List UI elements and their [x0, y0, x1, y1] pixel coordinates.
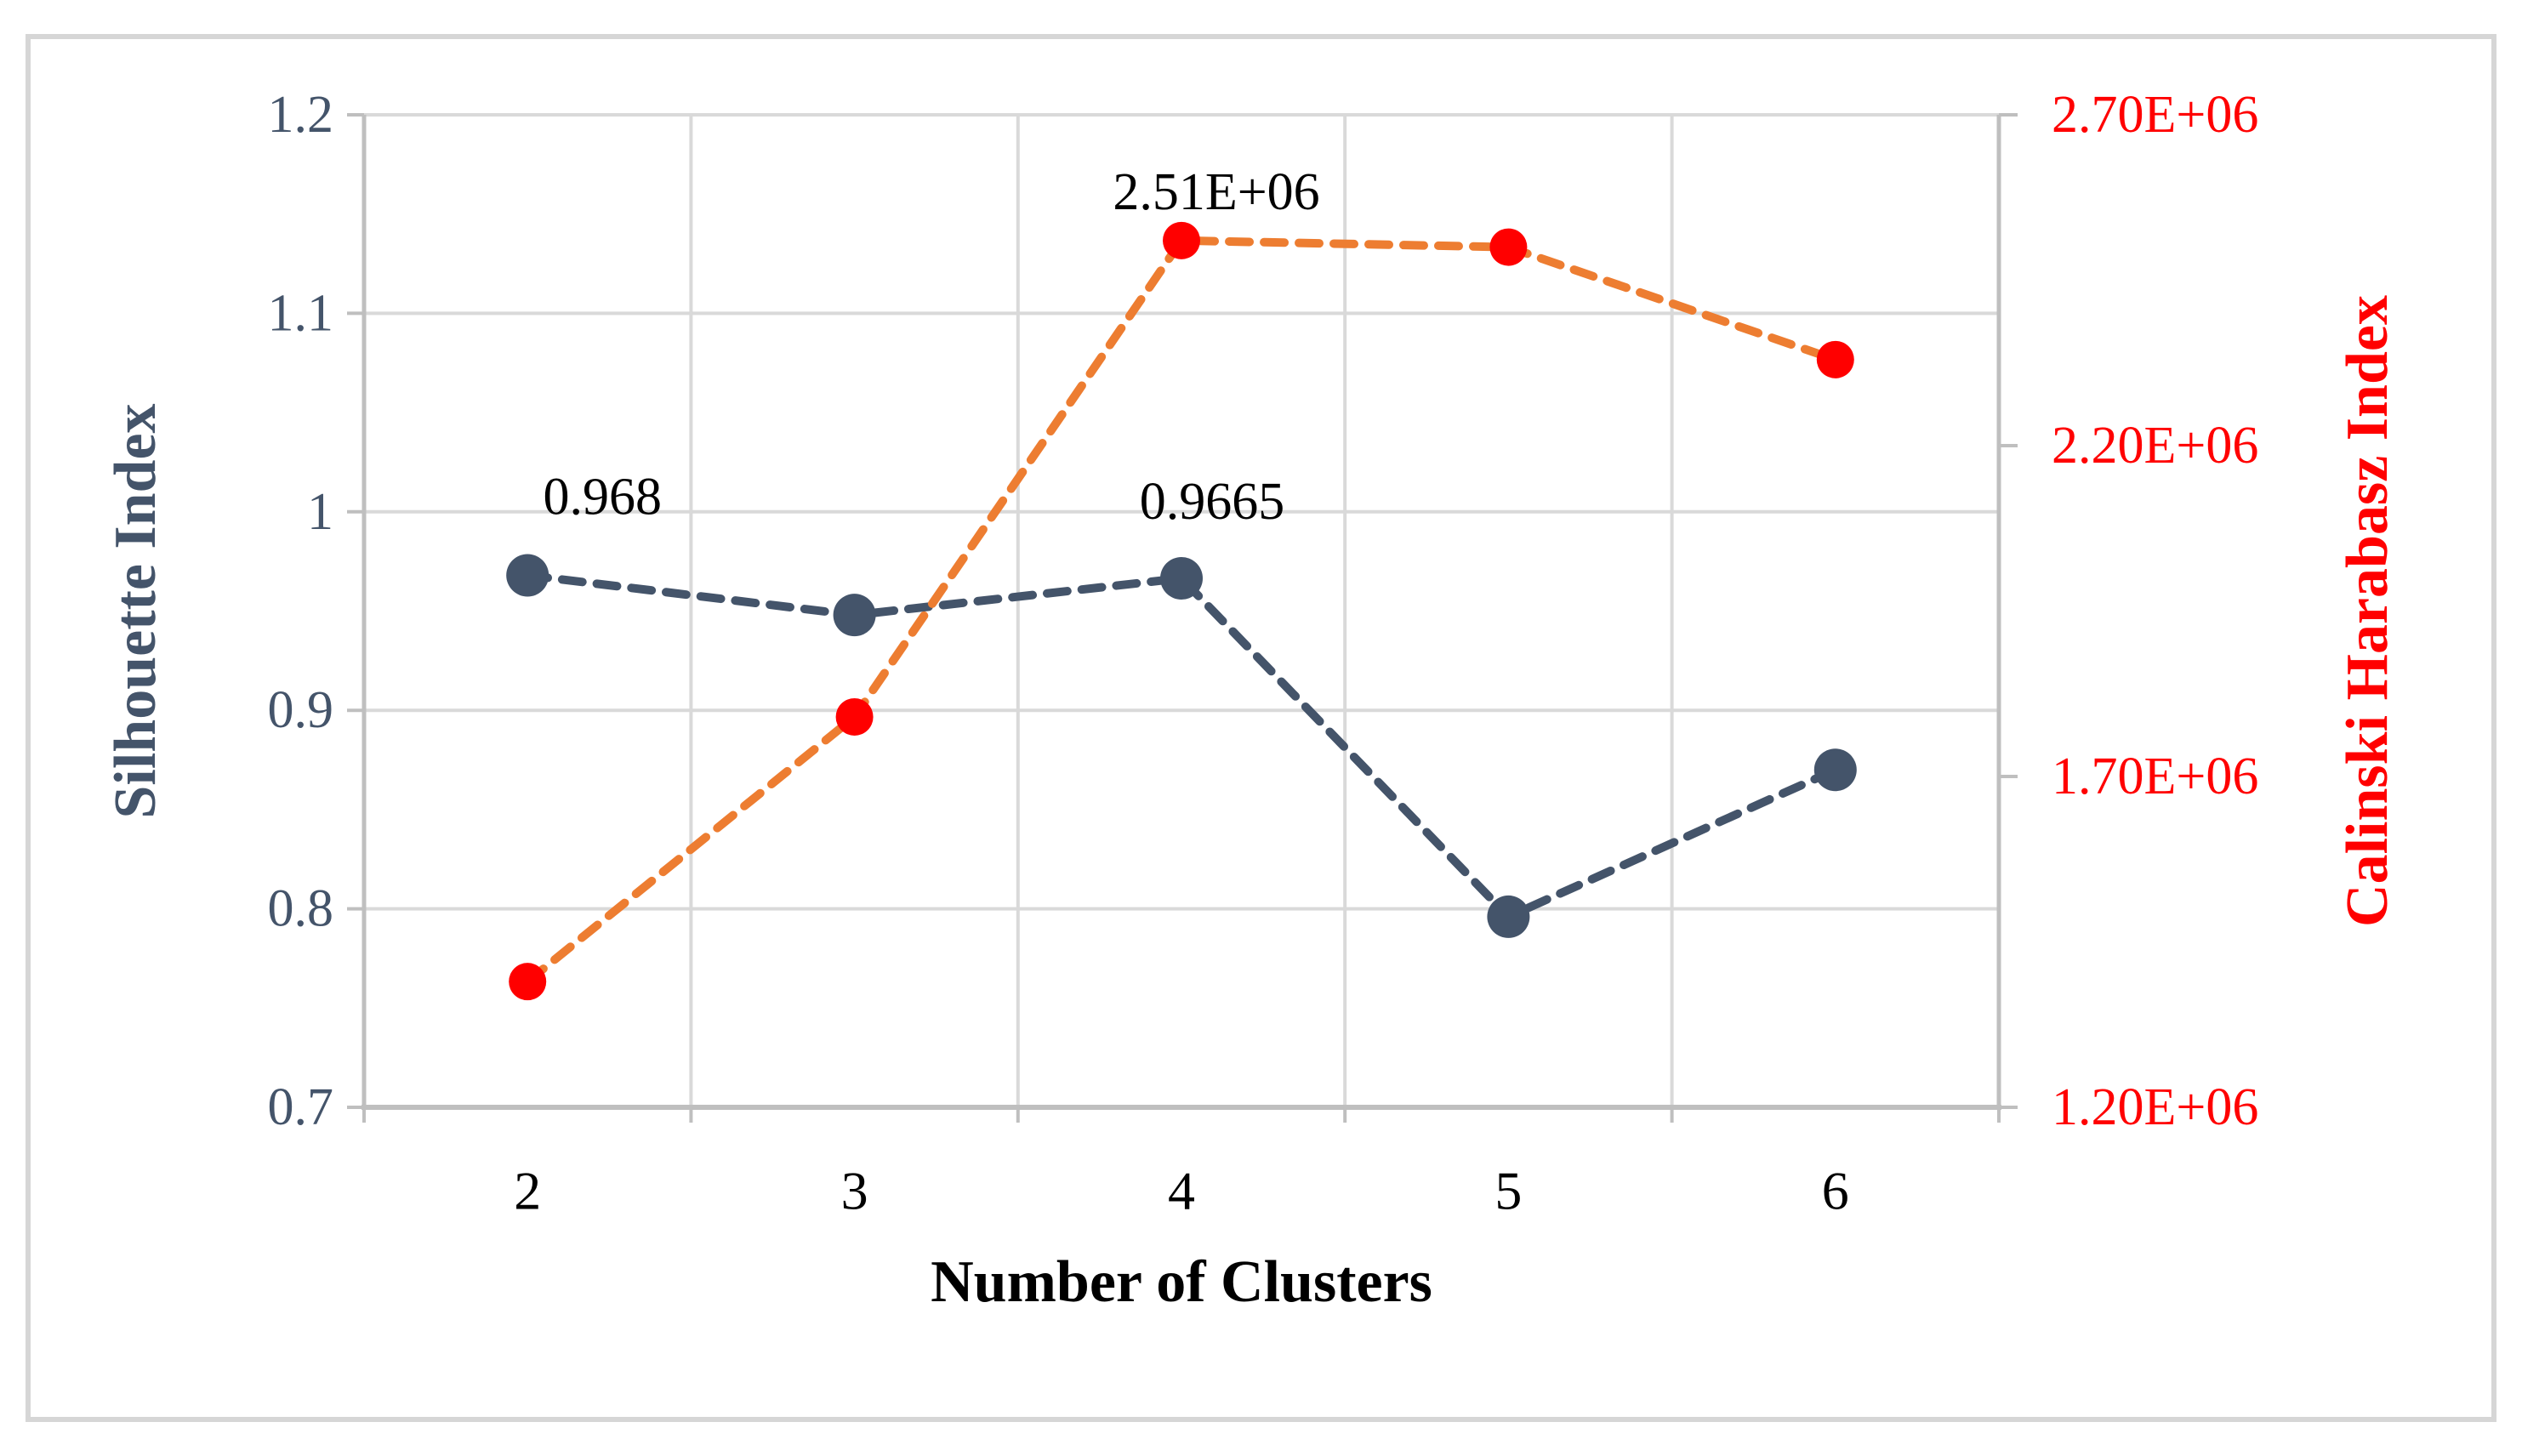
data-point-calinski-harabasz-index [509, 963, 547, 1001]
data-point-silhouette-index [833, 594, 876, 637]
left-axis-tick-label: 1.1 [268, 284, 334, 342]
left-axis-title: Silhouette Index [103, 403, 168, 818]
left-axis-tick-label: 0.9 [268, 681, 334, 739]
series-lines-group [523, 236, 1840, 987]
left-axis-tick-label: 1 [307, 483, 333, 541]
right-axis-tick-label: 1.20E+06 [2052, 1078, 2258, 1136]
tick-marks-group [347, 113, 2018, 1123]
data-labels-group: 0.968 0.9665 2.51E+06 [543, 163, 1319, 531]
x-axis-tick-label: 4 [1168, 1161, 1195, 1221]
gridlines-group [364, 113, 1999, 1109]
data-point-calinski-harabasz-index [835, 697, 874, 736]
left-axis-tick-label: 0.8 [268, 880, 334, 938]
data-point-calinski-harabasz-index [1489, 228, 1528, 266]
tick-labels-group: 1.2 1.1 1 0.9 0.8 0.7 2.70E+06 2.20E+06 1.70E+06… [268, 86, 2259, 1221]
x-axis-title: Number of Clusters [931, 1249, 1432, 1315]
axes-group [362, 115, 2001, 1110]
series-markers-group [506, 221, 1857, 1001]
x-axis-tick-label: 2 [514, 1161, 541, 1221]
right-axis-title: Calinski Harabasz Index [2335, 295, 2400, 927]
x-axis-tick-label: 3 [841, 1161, 868, 1221]
data-label: 0.968 [543, 468, 662, 526]
data-point-silhouette-index [1160, 556, 1203, 600]
right-axis-tick-label: 1.70E+06 [2052, 748, 2258, 805]
x-axis-tick-label: 5 [1494, 1161, 1522, 1221]
series-line-calinski-harabasz-index [523, 236, 1840, 987]
data-point-silhouette-index [506, 554, 549, 597]
left-axis-tick-label: 1.2 [268, 86, 334, 144]
figure-border-frame [26, 34, 2496, 1422]
data-point-calinski-harabasz-index [1163, 221, 1200, 259]
data-point-silhouette-index [1813, 748, 1857, 792]
data-label: 0.9665 [1140, 473, 1285, 531]
data-point-silhouette-index [1487, 895, 1530, 938]
right-axis-tick-label: 2.20E+06 [2052, 417, 2258, 475]
left-axis-tick-label: 0.7 [268, 1078, 334, 1136]
series-line-silhouette-index [523, 571, 1840, 922]
data-label: 2.51E+06 [1113, 163, 1319, 221]
x-axis-tick-label: 6 [1822, 1161, 1849, 1221]
data-point-calinski-harabasz-index [1816, 340, 1854, 378]
right-axis-tick-label: 2.70E+06 [2052, 86, 2258, 144]
